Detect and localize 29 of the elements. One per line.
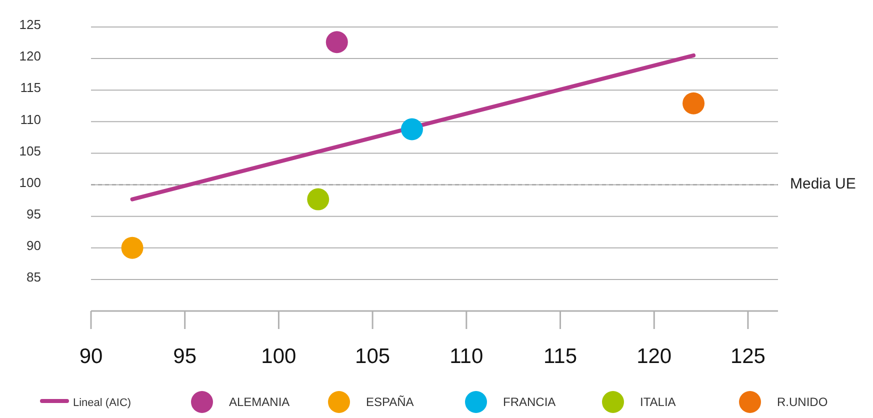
x-tick-label: 120 <box>636 345 672 368</box>
y-tick-label: 115 <box>20 80 41 96</box>
y-tick-label: 100 <box>19 174 41 190</box>
ref-line-label: Media UE <box>790 176 856 193</box>
y-tick-label: 95 <box>26 206 41 222</box>
x-tick-label: 115 <box>544 345 578 368</box>
y-tick-label: 120 <box>19 48 41 64</box>
x-tick-label: 100 <box>261 345 296 368</box>
legend-label: ITALIA <box>640 395 676 409</box>
point <box>682 92 705 114</box>
y-tick-label: 125 <box>19 17 41 32</box>
x-tick-label: 110 <box>450 345 484 368</box>
point <box>326 31 348 54</box>
x-tick-label: 90 <box>79 345 103 368</box>
legend-label: R.UNIDO <box>777 395 828 409</box>
legend-label: ALEMANIA <box>229 395 290 409</box>
legend-label: FRANCIA <box>503 395 556 409</box>
point <box>400 118 423 140</box>
y-tick-label: 105 <box>19 143 41 158</box>
x-tick-label: 105 <box>355 345 390 368</box>
point <box>307 188 330 210</box>
x-tick-label: 95 <box>173 345 197 368</box>
y-tick-label: 85 <box>26 270 41 285</box>
y-tick-label: 90 <box>26 238 41 254</box>
legend-label: Lineal (AIC) <box>73 397 132 409</box>
legend-label: ESPAÑA <box>366 395 414 409</box>
point <box>121 236 144 259</box>
y-tick-label: 110 <box>20 112 41 127</box>
x-tick-label: 125 <box>730 345 766 368</box>
